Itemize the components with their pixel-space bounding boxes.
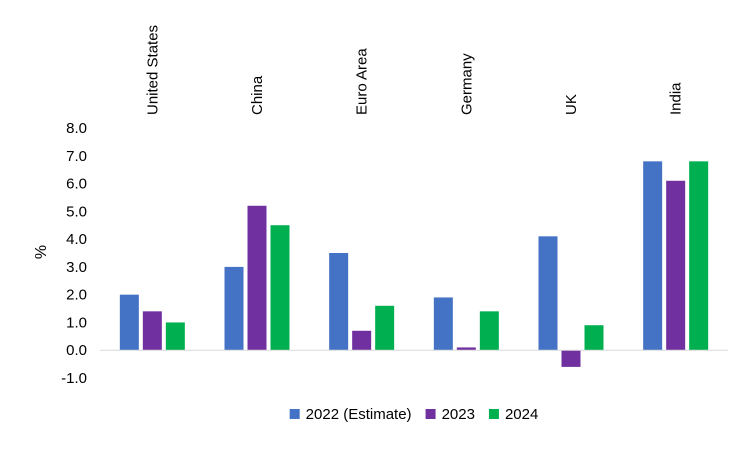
legend-swatch: [425, 409, 436, 419]
category-label: UK: [563, 94, 580, 115]
bar: [119, 294, 139, 351]
bar: [329, 253, 349, 351]
legend-label: 2022 (Estimate): [306, 406, 412, 423]
y-tick-label: 6.0: [66, 176, 87, 193]
category-label: Germany: [458, 53, 475, 115]
y-tick-label: 8.0: [66, 120, 87, 137]
y-tick-label: -1.0: [61, 370, 87, 387]
bar: [433, 297, 453, 351]
bars: [119, 161, 709, 367]
bar: [270, 225, 290, 351]
y-tick-label: 0.0: [66, 342, 87, 359]
bar: [666, 180, 686, 351]
category-label: China: [249, 75, 266, 115]
bar: [375, 305, 395, 351]
legend-swatch: [289, 409, 300, 419]
category-label: United States: [144, 25, 161, 115]
category-label: India: [668, 82, 685, 115]
legend-swatch: [488, 409, 499, 419]
y-tick-label: 5.0: [66, 203, 87, 220]
legend-label: 2024: [505, 406, 538, 423]
bar: [247, 205, 267, 351]
bar: [584, 325, 604, 351]
y-axis-ticks: 8.0 7.0 6.0 5.0 4.0 3.0 2.0 1.0 0.0 -1.0: [61, 120, 87, 387]
category-labels: United States China Euro Area Germany UK Indi…: [144, 25, 684, 115]
bar: [561, 350, 581, 367]
bar: [643, 161, 663, 351]
y-tick-label: 3.0: [66, 259, 87, 276]
y-tick-label: 1.0: [66, 314, 87, 331]
y-tick-label: 4.0: [66, 231, 87, 248]
legend-label: 2023: [442, 406, 475, 423]
category-label: Euro Area: [354, 48, 371, 115]
bar: [456, 347, 476, 351]
bar: [142, 311, 162, 351]
y-tick-label: 2.0: [66, 287, 87, 304]
bar: [224, 266, 244, 351]
bar: [165, 322, 185, 351]
bar: [352, 330, 372, 351]
legend: 2022 (Estimate) 2023 2024: [289, 406, 538, 423]
bar: [479, 311, 499, 351]
bar: [689, 161, 709, 351]
y-tick-label: 7.0: [66, 148, 87, 165]
bar: [538, 236, 558, 351]
y-axis-label: %: [33, 245, 50, 259]
